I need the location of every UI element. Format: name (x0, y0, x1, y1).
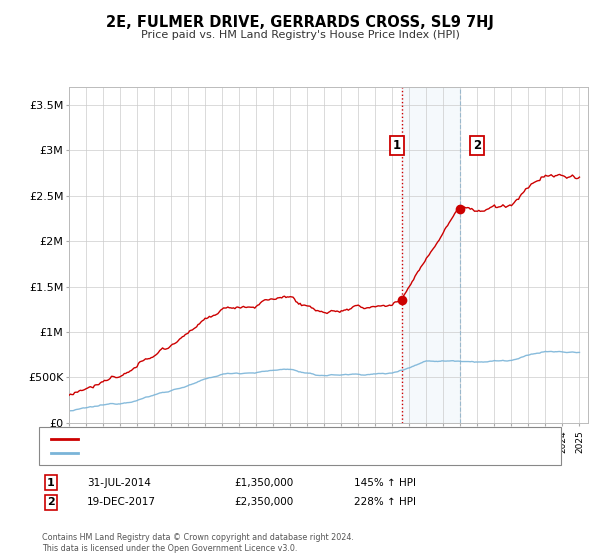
Text: Contains HM Land Registry data © Crown copyright and database right 2024.
This d: Contains HM Land Registry data © Crown c… (42, 533, 354, 553)
Text: 2: 2 (47, 497, 55, 507)
Text: HPI: Average price, detached house, Buckinghamshire: HPI: Average price, detached house, Buck… (83, 448, 349, 458)
Text: 1: 1 (393, 139, 401, 152)
Text: 145% ↑ HPI: 145% ↑ HPI (354, 478, 416, 488)
Bar (402, 87, 460, 423)
Text: £1,350,000: £1,350,000 (234, 478, 293, 488)
Text: £2,350,000: £2,350,000 (234, 497, 293, 507)
Text: Price paid vs. HM Land Registry's House Price Index (HPI): Price paid vs. HM Land Registry's House … (140, 30, 460, 40)
Text: 2E, FULMER DRIVE, GERRARDS CROSS, SL9 7HJ: 2E, FULMER DRIVE, GERRARDS CROSS, SL9 7H… (106, 15, 494, 30)
Text: 228% ↑ HPI: 228% ↑ HPI (354, 497, 416, 507)
Text: 2: 2 (473, 139, 481, 152)
Text: 19-DEC-2017: 19-DEC-2017 (87, 497, 156, 507)
Text: 1: 1 (47, 478, 55, 488)
Text: 2E, FULMER DRIVE, GERRARDS CROSS, SL9 7HJ (detached house): 2E, FULMER DRIVE, GERRARDS CROSS, SL9 7H… (83, 433, 404, 444)
Text: 31-JUL-2014: 31-JUL-2014 (87, 478, 151, 488)
